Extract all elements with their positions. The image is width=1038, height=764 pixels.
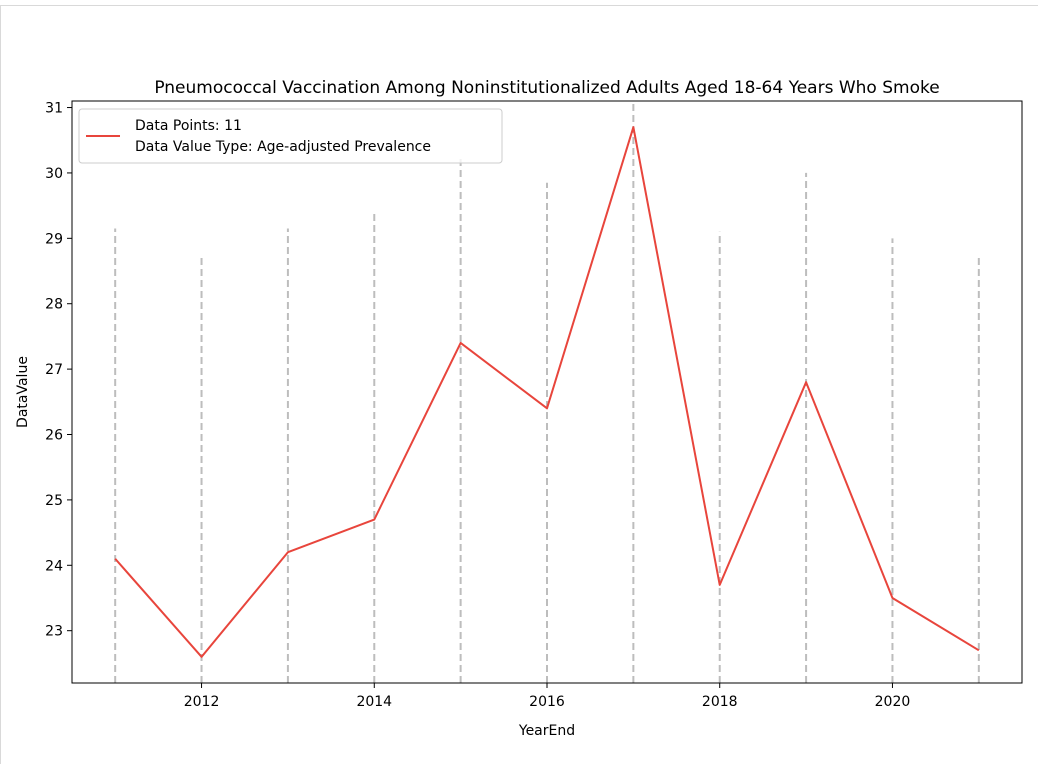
y-tick-label: 29 bbox=[45, 231, 63, 247]
x-tick-label: 2016 bbox=[529, 694, 565, 710]
notebook-frame-left bbox=[0, 5, 1, 764]
series-line bbox=[114, 126, 980, 658]
x-tick-label: 2018 bbox=[702, 694, 738, 710]
y-tick-label: 27 bbox=[45, 362, 63, 378]
y-tick-label: 30 bbox=[45, 166, 63, 182]
vertical-guide-lines bbox=[114, 101, 980, 683]
legend-box bbox=[78, 108, 503, 164]
y-tick-label: 24 bbox=[45, 558, 63, 574]
y-tick-label: 25 bbox=[45, 493, 63, 509]
x-tick-label: 2012 bbox=[184, 694, 220, 710]
legend-entry-value-type: Data Value Type: Age-adjusted Prevalence bbox=[135, 139, 431, 155]
y-tick-label: 26 bbox=[45, 428, 63, 444]
notebook-frame-top bbox=[0, 5, 1038, 6]
legend: Data Points: 11 Data Value Type: Age-adj… bbox=[78, 108, 503, 164]
legend-entry-data-points: Data Points: 11 bbox=[135, 118, 242, 134]
y-tick-label: 23 bbox=[45, 624, 63, 640]
y-tick-label: 28 bbox=[45, 297, 63, 313]
x-tick-label: 2014 bbox=[356, 694, 392, 710]
x-axis-label: YearEnd bbox=[518, 723, 575, 739]
y-tick-label: 31 bbox=[45, 101, 63, 117]
y-axis-label: DataValue bbox=[15, 356, 31, 428]
x-axis-ticks: 2012 2014 2016 2018 2020 bbox=[184, 683, 911, 710]
y-axis-ticks: 23 24 25 26 27 28 29 30 31 bbox=[45, 101, 72, 640]
chart-title: Pneumococcal Vaccination Among Noninstit… bbox=[154, 78, 939, 98]
x-tick-label: 2020 bbox=[875, 694, 911, 710]
